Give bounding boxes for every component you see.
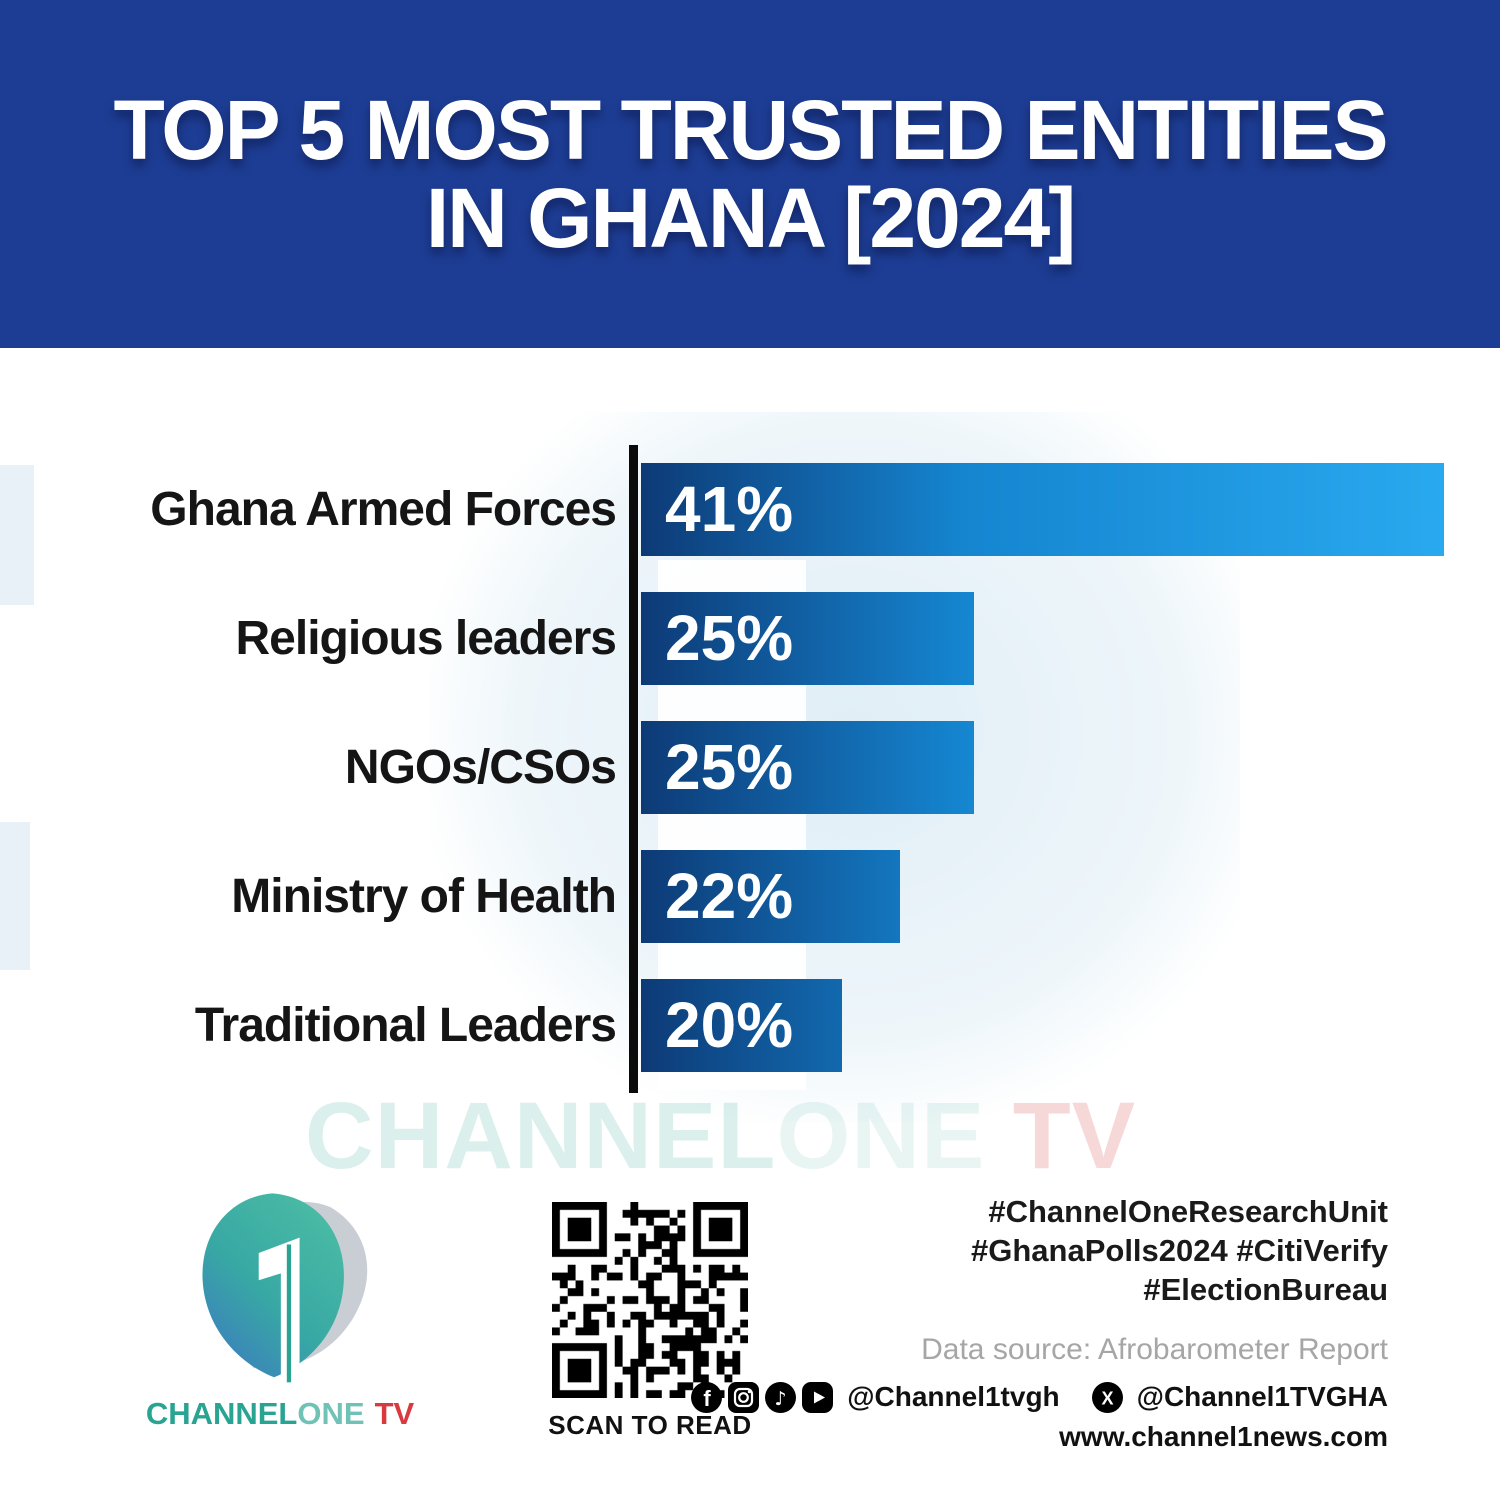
qr-block: SCAN TO READ (520, 1202, 780, 1441)
chart-axis-line (629, 445, 638, 1093)
logo-numeral-accent (286, 1244, 292, 1383)
bar-ministry-of-health: 22% (641, 850, 900, 943)
social-handle-1: @Channel1tvgh (847, 1381, 1060, 1412)
qr-code (552, 1202, 748, 1398)
page-title-line1: TOP 5 MOST TRUSTED ENTITIES (113, 83, 1388, 177)
tiktok-icon: ♪ (765, 1381, 797, 1413)
qr-label: SCAN TO READ (548, 1410, 752, 1440)
watermark-tv (985, 1083, 1012, 1189)
bar-traditional-leaders: 20% (641, 979, 842, 1072)
bar-label-religious-leaders: Religious leaders (235, 612, 617, 665)
social-handle-2: @Channel1TVGHA (1136, 1381, 1388, 1412)
bar-label-ministry-of-health: Ministry of Health (231, 870, 617, 923)
data-source-text: Data source: Afrobarometer Report (921, 1333, 1388, 1366)
hashtag-line-1: #ChannelOneResearchUnit (988, 1194, 1388, 1229)
bar-label-traditional-leaders: Traditional Leaders (194, 999, 617, 1052)
logo-pick-shape (202, 1193, 344, 1378)
bar-value: 25% (665, 602, 794, 674)
bar-value: 22% (665, 860, 794, 932)
social-row: f ♪ @Channel1tvgh X @Channel1TVGHA (691, 1381, 1388, 1413)
brand-one: ONE (297, 1396, 365, 1431)
hashtag-line-2: #GhanaPolls2024 #CitiVerify (971, 1233, 1388, 1268)
bar-value: 25% (665, 731, 794, 803)
brand-tv: TV (374, 1396, 415, 1431)
watermark-channel: CHANNEL (305, 1083, 777, 1189)
brand-channel: CHANNEL (145, 1396, 298, 1431)
watermark-tv-text: TV (1012, 1083, 1137, 1189)
youtube-icon (802, 1381, 834, 1413)
facebook-icon: f (691, 1381, 723, 1413)
website-url: www.channel1news.com (1059, 1421, 1388, 1452)
svg-text:♪: ♪ (775, 1388, 787, 1410)
instagram-icon (728, 1381, 760, 1413)
brand-wordmark: CHANNELONE TV (135, 1396, 425, 1432)
bar-value: 41% (665, 473, 794, 545)
bar-ghana-armed-forces: 41% (641, 463, 1444, 556)
watermark-one: ONE (776, 1083, 986, 1189)
bar-value: 20% (665, 989, 794, 1061)
svg-text:X: X (1101, 1388, 1113, 1408)
page-title-line2: IN GHANA [2024] (425, 171, 1076, 265)
bar-religious-leaders: 25% (641, 592, 974, 685)
bar-ngos-csos: 25% (641, 721, 974, 814)
footer-info-block: #ChannelOneResearchUnit #GhanaPolls2024 … (691, 1192, 1388, 1453)
bar-label-ngos-csos: NGOs/CSOs (344, 741, 617, 794)
watermark-text: CHANNELONE TV (305, 1082, 1136, 1191)
bar-label-ghana-armed-forces: Ghana Armed Forces (150, 483, 617, 536)
x-icon: X (1091, 1381, 1123, 1413)
channel-one-logo: CHANNELONE TV (135, 1190, 425, 1432)
title-banner: TOP 5 MOST TRUSTED ENTITIES IN GHANA [20… (0, 0, 1500, 348)
watermark-strip (0, 465, 34, 605)
channel-one-logo-mark (202, 1193, 368, 1388)
hashtag-line-3: #ElectionBureau (1143, 1272, 1388, 1307)
svg-text:f: f (704, 1386, 712, 1411)
watermark-strip (0, 822, 30, 970)
